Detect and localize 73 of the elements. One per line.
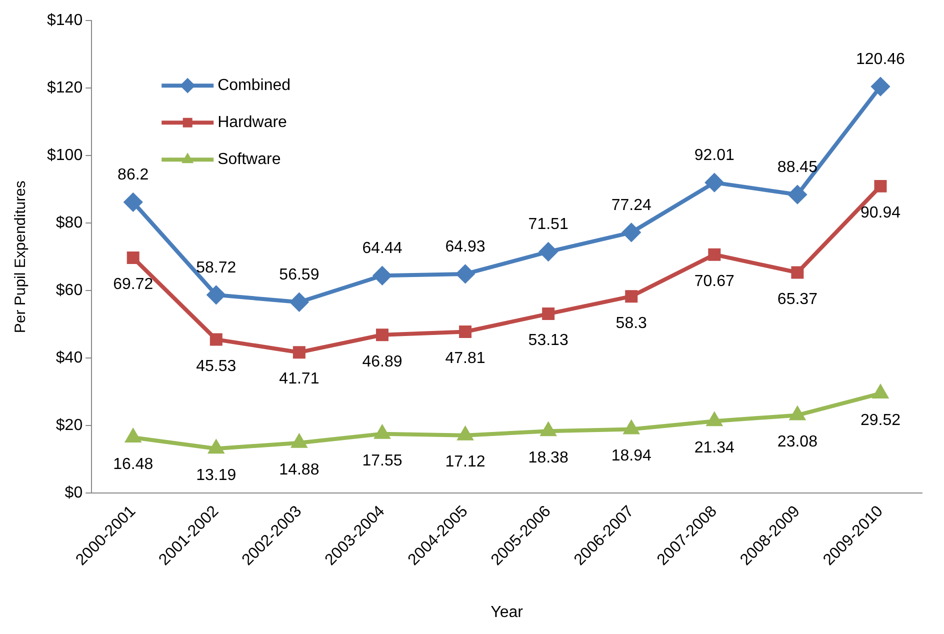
data-label: 88.45 [777, 158, 818, 176]
y-tick-label: $0 [64, 484, 83, 502]
point [456, 264, 474, 283]
point [458, 427, 472, 440]
point [375, 426, 390, 439]
y-tick-label: $120 [47, 80, 83, 97]
data-label: 23.08 [777, 434, 818, 451]
data-label: 64.93 [445, 238, 486, 256]
data-label: 17.12 [445, 454, 486, 471]
data-label: 21.34 [694, 440, 735, 456]
point [292, 346, 306, 359]
y-tick-label: $140 [47, 12, 83, 30]
point [624, 421, 639, 434]
point [292, 434, 306, 448]
data-label: 69.72 [113, 276, 154, 294]
data-label: 64.44 [362, 240, 402, 258]
point [124, 193, 142, 212]
data-label: 16.48 [113, 456, 154, 473]
point [705, 174, 724, 192]
point [373, 266, 392, 285]
point [376, 328, 388, 342]
data-label: 77.24 [611, 196, 652, 214]
data-label: 29.52 [860, 412, 901, 429]
point [542, 308, 555, 320]
data-label: 14.88 [279, 461, 320, 478]
point [625, 290, 638, 303]
data-label: 17.55 [362, 452, 402, 470]
data-label: 47.81 [445, 350, 486, 368]
point [622, 223, 640, 242]
y-tick-label: $80 [56, 214, 83, 232]
data-label: 65.37 [777, 290, 818, 308]
data-label: 70.67 [694, 273, 735, 290]
legend-label: Hardware [218, 114, 288, 132]
point [873, 385, 888, 398]
data-label: 58.3 [616, 314, 648, 332]
data-label: 18.38 [528, 449, 568, 466]
data-label: 45.53 [196, 358, 236, 375]
data-label: 58.72 [196, 259, 236, 276]
data-label: 90.94 [860, 204, 901, 222]
point [539, 242, 558, 261]
data-label: 86.2 [118, 166, 149, 184]
point [126, 429, 140, 442]
y-tick-label: $20 [56, 417, 83, 434]
point [791, 266, 804, 279]
x-axis-title: Year [490, 604, 524, 621]
point [708, 248, 721, 261]
data-label: 71.51 [528, 216, 568, 234]
point [874, 180, 887, 192]
point [207, 286, 226, 304]
point [541, 423, 556, 436]
point [871, 78, 890, 96]
data-label: 56.59 [279, 266, 320, 284]
point [290, 293, 308, 312]
point [126, 252, 140, 264]
y-tick-label: $100 [47, 147, 83, 164]
data-label: 120.46 [856, 50, 906, 68]
point [788, 186, 806, 204]
data-label: 18.94 [611, 448, 652, 465]
point [210, 333, 222, 346]
point [707, 413, 722, 426]
y-tick-label: $60 [56, 282, 83, 300]
legend-label: Software [218, 151, 281, 168]
point [459, 326, 472, 338]
legend-label: Combined [218, 77, 291, 94]
data-label: 41.71 [279, 370, 320, 388]
data-label: 13.19 [196, 467, 236, 484]
y-tick-label: $40 [56, 350, 83, 367]
data-label: 46.89 [362, 353, 402, 370]
point [208, 440, 224, 454]
data-label: 92.01 [694, 146, 735, 164]
data-label: 53.13 [528, 332, 568, 350]
y-axis-title: Per Pupil Expenditures [12, 180, 30, 334]
point [790, 407, 805, 420]
